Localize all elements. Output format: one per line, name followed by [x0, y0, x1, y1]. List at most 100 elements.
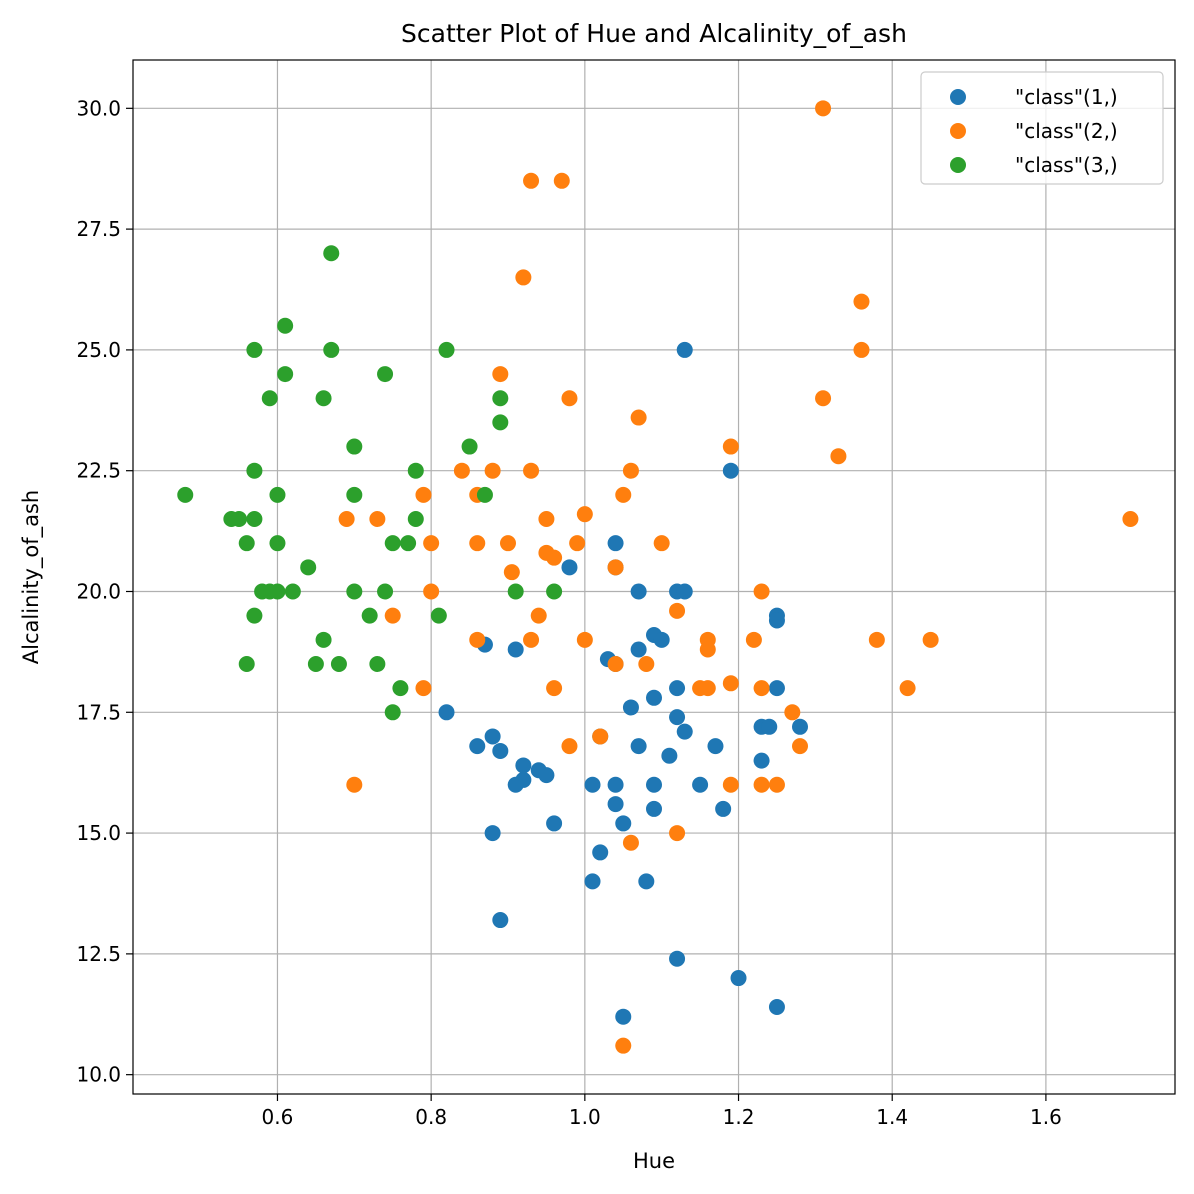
data-point-class-2 [753, 583, 770, 600]
data-point-class-3 [492, 390, 509, 407]
data-point-class-1 [676, 341, 693, 358]
data-point-class-1 [768, 999, 785, 1016]
data-point-class-1 [607, 535, 624, 552]
data-point-class-3 [400, 535, 417, 552]
data-point-class-2 [607, 655, 624, 672]
data-point-class-3 [384, 535, 401, 552]
data-point-class-2 [784, 704, 801, 721]
data-point-class-1 [753, 752, 770, 769]
data-point-class-2 [453, 462, 470, 479]
data-point-class-1 [768, 612, 785, 629]
data-point-class-2 [592, 728, 609, 745]
data-point-class-2 [338, 511, 355, 528]
data-point-class-2 [538, 511, 555, 528]
data-point-class-3 [377, 366, 394, 383]
data-point-class-3 [238, 535, 255, 552]
data-point-class-1 [638, 873, 655, 890]
data-point-class-1 [692, 776, 709, 793]
data-point-class-1 [615, 1008, 632, 1025]
data-point-class-3 [246, 511, 263, 528]
data-point-class-1 [607, 776, 624, 793]
data-point-class-2 [830, 448, 847, 465]
data-point-class-3 [407, 462, 424, 479]
data-point-class-1 [622, 699, 639, 716]
data-point-class-2 [615, 1037, 632, 1054]
data-point-class-3 [369, 655, 386, 672]
data-point-class-1 [515, 757, 532, 774]
data-point-class-1 [592, 844, 609, 861]
data-point-class-3 [246, 341, 263, 358]
data-point-class-3 [546, 583, 563, 600]
y-tick-label: 12.5 [76, 942, 121, 966]
data-point-class-1 [646, 800, 662, 817]
data-point-class-2 [530, 607, 547, 624]
data-point-class-2 [630, 409, 647, 426]
data-point-class-2 [561, 738, 578, 755]
y-tick-label: 25.0 [76, 338, 121, 362]
data-point-class-3 [346, 583, 363, 600]
data-point-class-1 [546, 815, 563, 832]
data-point-class-2 [569, 535, 586, 552]
data-points [177, 100, 1139, 1054]
data-point-class-3 [430, 607, 447, 624]
data-point-class-3 [315, 390, 332, 407]
data-point-class-2 [576, 631, 593, 648]
x-tick-label: 1.4 [876, 1105, 908, 1129]
x-tick-label: 0.8 [415, 1105, 447, 1129]
grid-lines [133, 60, 1175, 1094]
data-point-class-1 [630, 583, 647, 600]
data-point-class-1 [653, 631, 670, 648]
data-point-class-2 [423, 535, 440, 552]
data-point-class-3 [384, 704, 401, 721]
y-axis-label: Alcalinity_of_ash [19, 490, 44, 664]
data-point-class-2 [469, 631, 486, 648]
data-point-class-2 [469, 535, 486, 552]
data-point-class-2 [523, 631, 540, 648]
data-point-class-2 [722, 438, 739, 455]
data-point-class-1 [761, 718, 778, 735]
data-point-class-1 [538, 767, 555, 784]
data-point-class-1 [669, 709, 686, 726]
data-point-class-2 [484, 462, 501, 479]
data-point-class-1 [492, 742, 509, 759]
data-point-class-1 [615, 815, 632, 832]
data-point-class-1 [484, 825, 501, 842]
data-point-class-1 [607, 796, 624, 813]
data-point-class-2 [503, 564, 520, 581]
data-point-class-1 [707, 738, 724, 755]
data-point-class-2 [546, 680, 563, 697]
data-point-class-2 [415, 680, 432, 697]
data-point-class-2 [922, 631, 939, 648]
chart-title: Scatter Plot of Hue and Alcalinity_of_as… [401, 19, 907, 48]
data-point-class-1 [722, 462, 739, 479]
data-point-class-2 [553, 172, 570, 189]
x-axis-label: Hue [633, 1149, 675, 1173]
data-point-class-1 [584, 776, 601, 793]
data-point-class-3 [346, 438, 363, 455]
data-point-class-2 [346, 776, 363, 793]
data-point-class-3 [507, 583, 524, 600]
data-point-class-2 [638, 655, 655, 672]
legend: "class"(1,) "class"(2,) "class"(3,) [920, 71, 1164, 185]
data-point-class-3 [330, 655, 347, 672]
data-point-class-3 [438, 341, 455, 358]
data-point-class-3 [476, 486, 493, 503]
data-point-class-3 [269, 486, 286, 503]
data-point-class-1 [676, 583, 693, 600]
legend-marker [950, 157, 966, 173]
y-tick-label: 15.0 [76, 821, 121, 845]
legend-box [920, 71, 1164, 185]
axis-ticks: 0.6 0.8 1.0 1.2 1.4 1.6 10.0 12.5 15.0 17.5 20.0 22… [76, 96, 1061, 1129]
data-point-class-2 [899, 680, 916, 697]
y-tick-label: 27.5 [76, 217, 121, 241]
data-point-class-3 [461, 438, 478, 455]
y-tick-label: 30.0 [76, 96, 121, 120]
data-point-class-2 [415, 486, 432, 503]
data-point-class-3 [377, 583, 394, 600]
data-point-class-3 [277, 317, 294, 334]
data-point-class-2 [561, 390, 578, 407]
data-point-class-3 [177, 486, 194, 503]
data-point-class-1 [438, 704, 455, 721]
data-point-class-1 [507, 641, 524, 658]
